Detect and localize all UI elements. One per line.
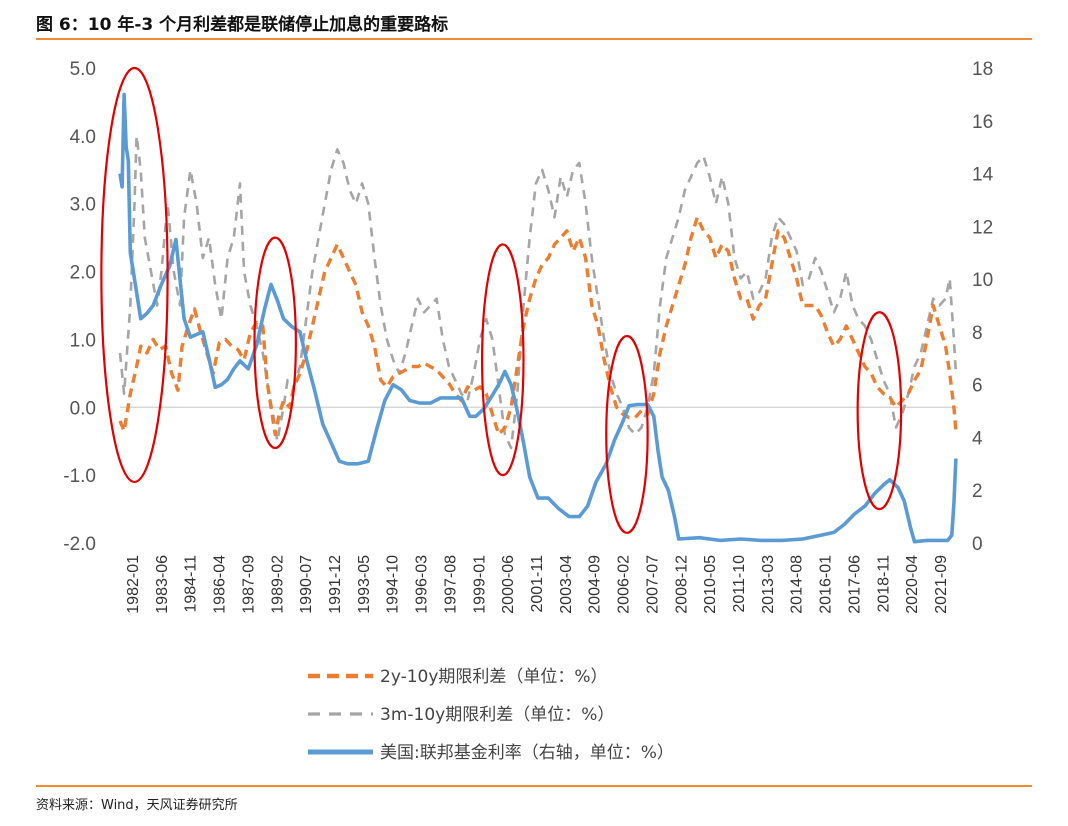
y-left-tick-label: 1.0 (70, 330, 96, 351)
y-right-tick-label: 18 (972, 59, 993, 80)
x-tick-label: 2011-10 (731, 555, 748, 613)
highlight-ellipse (856, 311, 903, 511)
figure-header: 图 6：10 年-3 个月利差都是联储停止加息的重要路标 (0, 0, 1040, 40)
y-right-tick-label: 12 (972, 217, 993, 238)
y-right-tick-label: 16 (972, 112, 993, 133)
x-tick-label: 1984-11 (183, 555, 200, 613)
chart-canvas: 5.0 4.0 3.0 2.0 1.0 0.0 -1.0 -2.0 18 16 14 12 10 8 6 4… (63, 59, 994, 763)
y-axis-right: 18 16 14 12 10 8 6 4 2 0 (972, 59, 994, 555)
x-tick-label: 1999-01 (471, 555, 488, 614)
highlight-ellipse (100, 66, 169, 484)
x-tick-label: 2021-09 (933, 555, 950, 614)
x-tick-label: 1996-03 (414, 555, 431, 614)
chart-series (118, 92, 958, 544)
x-tick-label: 1987-09 (240, 555, 257, 614)
x-tick-label: 2003-04 (558, 555, 575, 614)
figure-title: 图 6：10 年-3 个月利差都是联储停止加息的重要路标 (36, 15, 449, 35)
x-tick-label: 1991-12 (327, 555, 344, 614)
x-tick-label: 1983-06 (154, 555, 171, 614)
x-tick-label: 2020-04 (904, 555, 921, 614)
y-right-tick-label: 4 (972, 428, 983, 449)
y-right-tick-label: 10 (972, 270, 993, 291)
y-right-tick-label: 8 (972, 323, 983, 344)
x-tick-label: 1997-08 (442, 555, 459, 614)
x-tick-label: 2013-03 (760, 555, 777, 614)
legend-label-1: 2y-10y期限利差（单位：%） (380, 667, 608, 687)
legend-label-2: 3m-10y期限利差（单位：%） (380, 705, 614, 725)
y-left-tick-label: 2.0 (70, 263, 96, 284)
series-line-1 (118, 215, 958, 437)
x-tick-label: 2016-01 (818, 555, 835, 614)
x-tick-label: 1993-05 (356, 555, 373, 614)
y-left-tick-label: 4.0 (70, 127, 96, 148)
x-tick-label: 1986-04 (212, 555, 229, 614)
y-left-tick-label: 3.0 (70, 195, 96, 216)
highlight-ellipse (480, 243, 525, 477)
x-tick-label: 2000-06 (500, 555, 517, 614)
x-axis: 1982-01 1983-06 1984-11 1986-04 1987-09 1989-… (125, 555, 950, 614)
highlight-ellipse (605, 334, 649, 534)
x-tick-label: 2014-08 (789, 555, 806, 614)
highlight-circles (100, 66, 903, 534)
y-left-tick-label: -2.0 (63, 534, 96, 555)
series-line-3 (118, 92, 958, 544)
x-tick-label: 2010-05 (702, 555, 719, 614)
bottom-rule (36, 785, 1032, 787)
x-tick-label: 2018-11 (875, 555, 892, 613)
x-tick-label: 2006-02 (616, 555, 633, 614)
top-rule (36, 38, 1032, 40)
series-line-2 (118, 134, 958, 450)
x-tick-label: 2004-09 (587, 555, 604, 614)
x-tick-label: 2008-12 (673, 555, 690, 614)
y-left-tick-label: 0.0 (70, 398, 96, 419)
x-tick-label: 2017-06 (846, 555, 863, 614)
x-tick-label: 2001-11 (529, 555, 546, 613)
x-tick-label: 1990-07 (298, 555, 315, 614)
x-tick-label: 1989-02 (269, 555, 286, 614)
chart-legend: 2y-10y期限利差（单位：%） 3m-10y期限利差（单位：%） 美国:联邦基金利… (308, 667, 674, 763)
y-right-tick-label: 14 (972, 165, 994, 186)
y-right-tick-label: 6 (972, 376, 983, 397)
x-tick-label: 2007-07 (644, 555, 661, 614)
highlight-ellipse (253, 236, 297, 450)
source-note: 资料来源：Wind，天风证券研究所 (36, 798, 238, 813)
y-right-tick-label: 0 (972, 534, 983, 555)
legend-label-3: 美国:联邦基金利率（右轴，单位：%） (380, 743, 674, 763)
y-axis-left: 5.0 4.0 3.0 2.0 1.0 0.0 -1.0 -2.0 (63, 59, 96, 555)
x-tick-label: 1982-01 (125, 555, 142, 614)
y-right-tick-label: 2 (972, 481, 983, 502)
y-left-tick-label: -1.0 (63, 466, 96, 487)
x-tick-label: 1994-10 (385, 555, 402, 614)
y-left-tick-label: 5.0 (70, 59, 96, 80)
